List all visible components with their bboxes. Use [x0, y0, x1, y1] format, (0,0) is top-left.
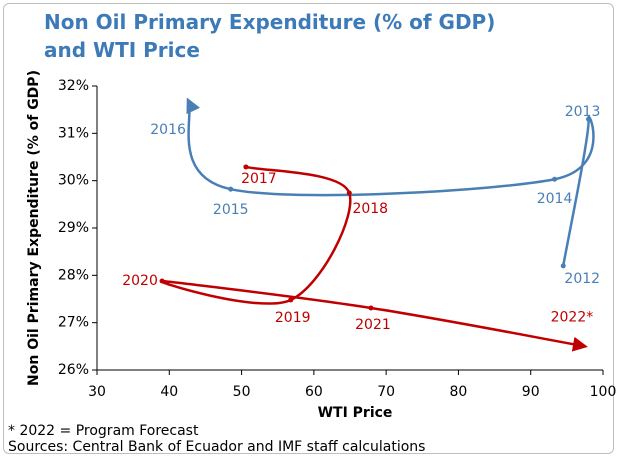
point — [288, 297, 294, 303]
y-tick-label: 32% — [58, 78, 89, 94]
point-label: 2015 — [213, 202, 249, 218]
point — [228, 186, 234, 192]
x-tick-label: 30 — [88, 384, 106, 400]
x-tick-label: 80 — [450, 384, 468, 400]
point-label: 2012 — [564, 271, 600, 287]
point-label: 2013 — [565, 104, 601, 120]
point — [552, 176, 558, 182]
x-tick-label: 40 — [160, 384, 178, 400]
x-tick-label: 90 — [522, 384, 540, 400]
y-axis-title: Non Oil Primary Expenditure (% of GDP) — [26, 70, 42, 386]
point — [560, 263, 566, 269]
point — [159, 278, 165, 284]
note: * 2022 = Program Forecast — [8, 423, 199, 439]
x-axis-title: WTI Price — [318, 405, 393, 421]
point-label: 2022* — [551, 309, 594, 325]
point-label: 2014 — [537, 191, 573, 207]
y-tick-label: 26% — [58, 362, 89, 378]
note: Sources: Central Bank of Ecuador and IMF… — [8, 439, 426, 455]
point — [243, 164, 249, 170]
x-tick-label: 100 — [590, 384, 617, 400]
x-tick-label: 50 — [233, 384, 251, 400]
point — [368, 305, 374, 311]
y-tick-label: 27% — [58, 315, 89, 331]
point-label: 2018 — [352, 201, 388, 217]
x-tick-label: 60 — [305, 384, 323, 400]
y-tick-label: 31% — [58, 125, 89, 141]
point-label: 2020 — [122, 273, 158, 289]
y-tick-label: 30% — [58, 173, 89, 189]
series-line — [186, 97, 595, 267]
frame — [3, 3, 614, 454]
point-label: 2021 — [355, 317, 391, 333]
point-label: 2019 — [275, 310, 311, 326]
chart-title: Non Oil Primary Expenditure (% of GDP) a… — [44, 10, 496, 62]
point — [346, 190, 352, 196]
point-label: 2016 — [150, 122, 186, 138]
x-tick-label: 70 — [377, 384, 395, 400]
point — [586, 116, 592, 122]
y-tick-label: 28% — [58, 267, 89, 283]
point-label: 2017 — [241, 171, 277, 187]
y-tick-label: 29% — [58, 220, 89, 236]
